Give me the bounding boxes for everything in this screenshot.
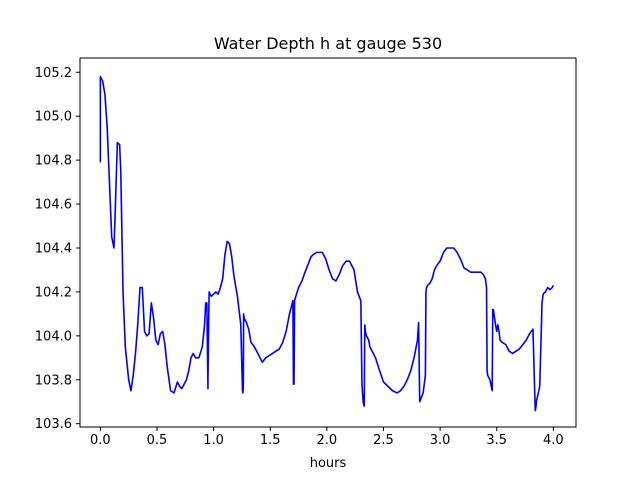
y-tick-label: 104.4	[35, 241, 72, 256]
axes-frame	[79, 57, 577, 428]
x-tick-label: 1.5	[260, 433, 281, 448]
y-tick-label: 104.6	[35, 198, 72, 213]
x-tick-label: 2.0	[317, 433, 338, 448]
x-tick-label: 1.0	[203, 433, 224, 448]
x-tick-label: 0.0	[90, 433, 111, 448]
y-tick-label: 103.6	[35, 417, 72, 432]
x-tick-label: 2.5	[373, 433, 394, 448]
x-tick-label: 3.0	[430, 433, 451, 448]
plot-area: 0.0 0.5 1.0 1.5 2.0 2.5 3.0 3.5 4.0 103.6103.810…	[35, 57, 577, 448]
y-tick-label: 105.0	[35, 110, 72, 125]
series-layer	[99, 75, 555, 412]
x-tick-label: 3.5	[486, 433, 507, 448]
x-tick-label: 0.5	[147, 433, 168, 448]
series-line	[99, 75, 555, 412]
x-tick-label: 4.0	[543, 433, 564, 448]
y-tick-label: 104.2	[35, 285, 72, 300]
y-tick-label: 104.0	[35, 329, 72, 344]
y-tick-label: 103.8	[35, 373, 72, 388]
chart-title: Water Depth h at gauge 530	[214, 34, 442, 53]
y-axis-ticks: 103.6 103.8 104.0 104.2 104.4 104.6 104.8 105.0…	[35, 66, 80, 432]
y-tick-label: 104.8	[35, 154, 72, 169]
x-axis-ticks: 0.0 0.5 1.0 1.5 2.0 2.5 3.0 3.5 4.0	[90, 427, 564, 448]
x-axis-label: hours	[310, 456, 347, 471]
y-tick-label: 105.2	[35, 66, 72, 81]
